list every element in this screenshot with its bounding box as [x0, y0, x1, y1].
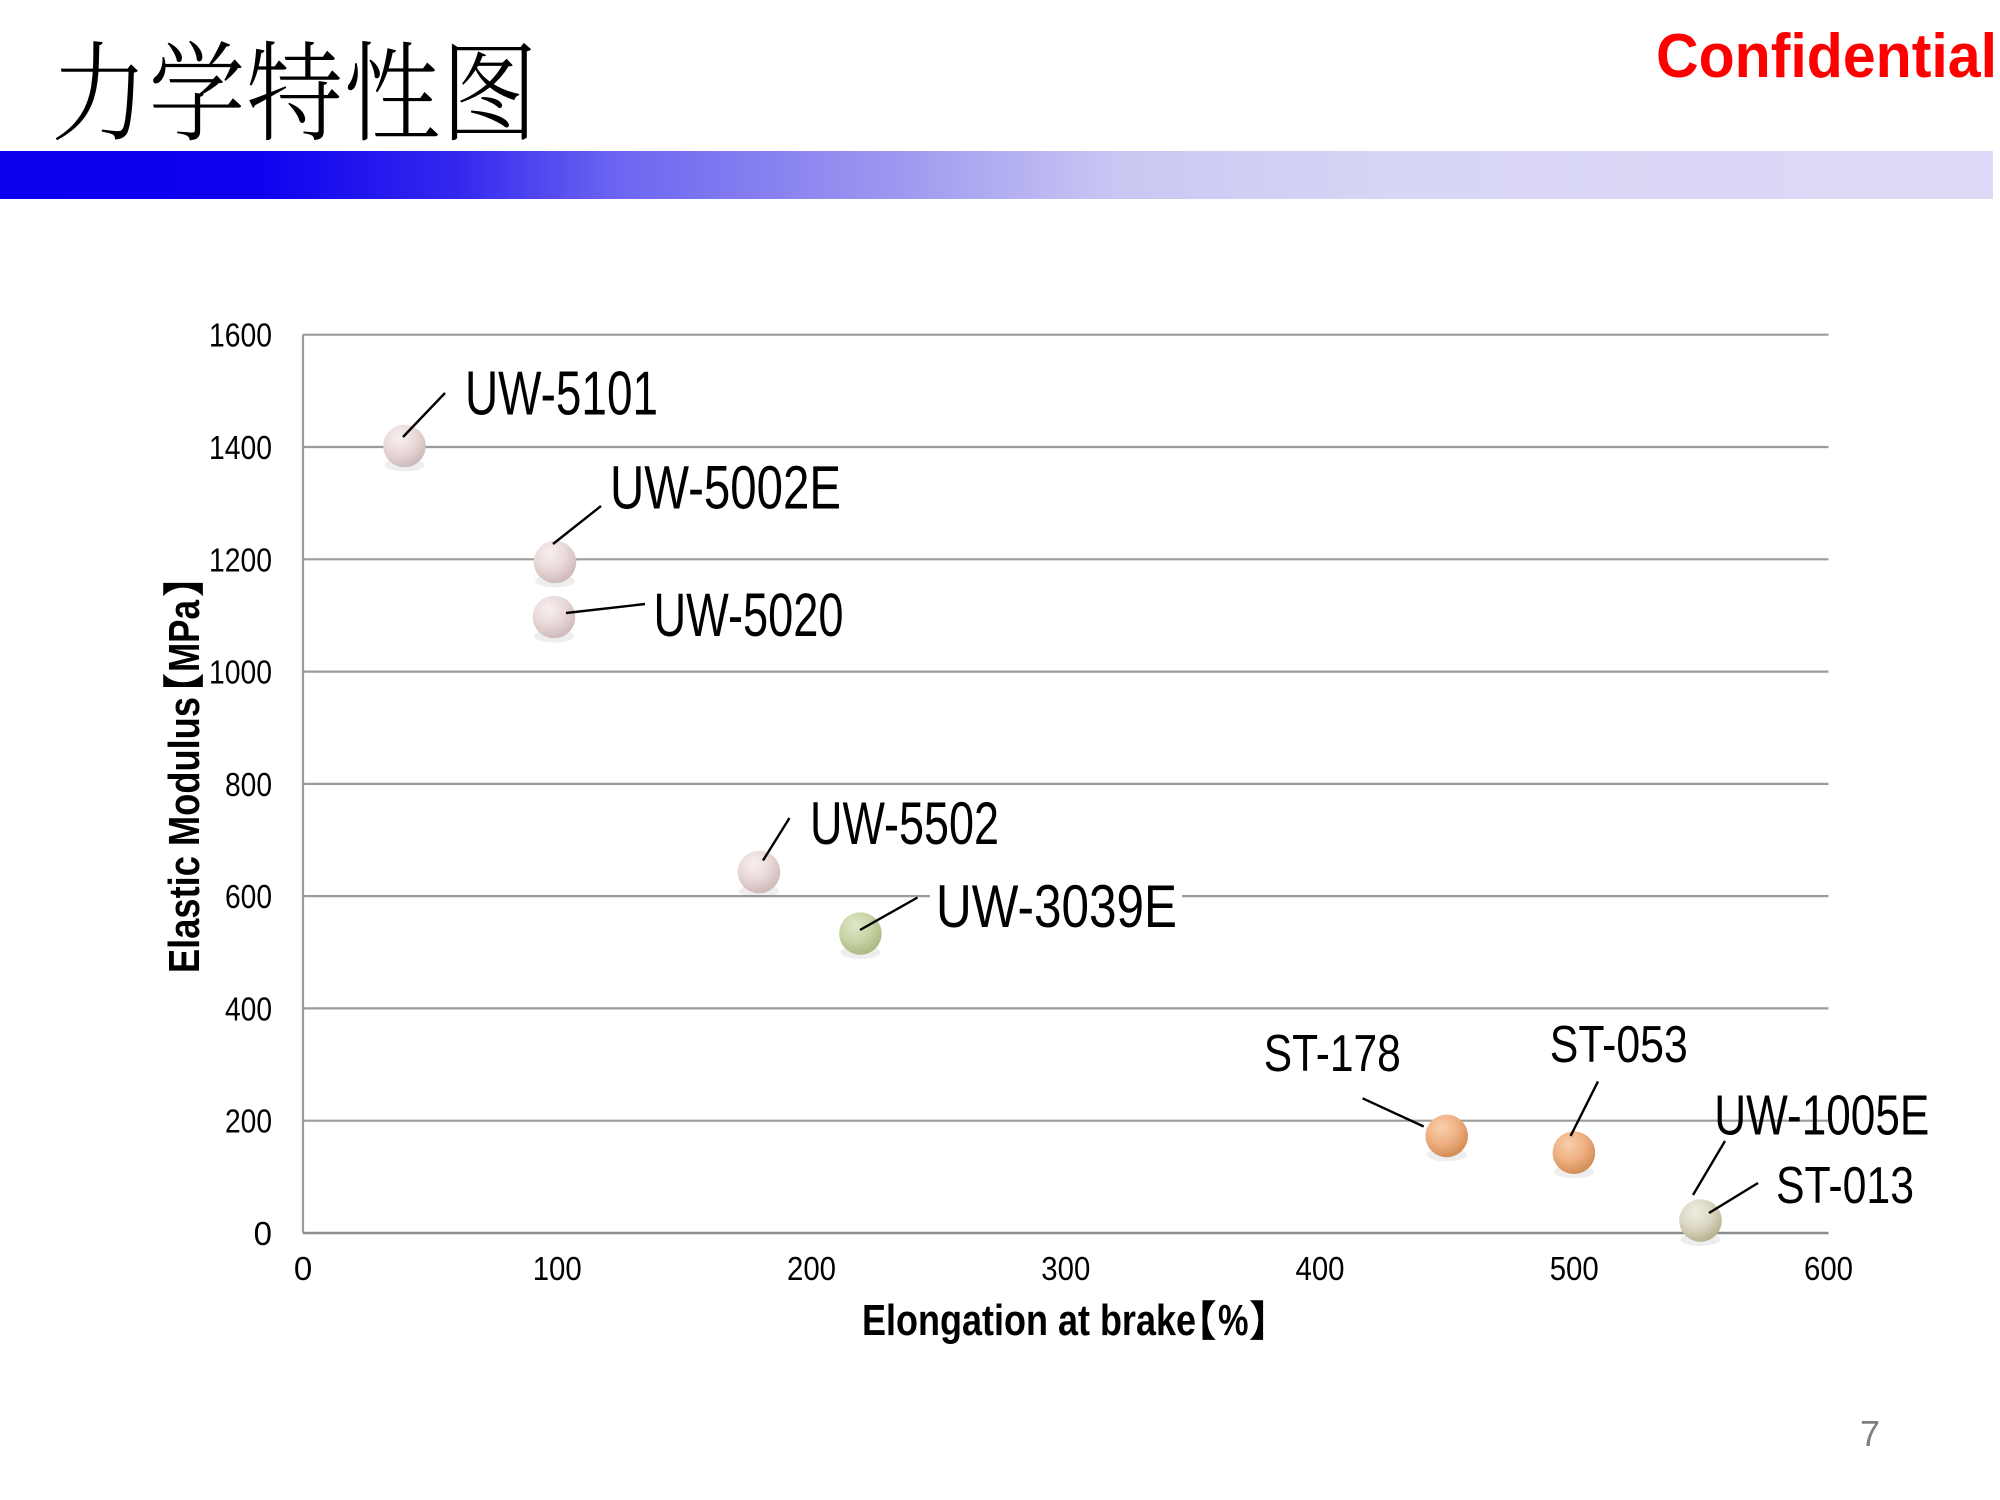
svg-text:600: 600 — [225, 878, 272, 915]
svg-text:1200: 1200 — [209, 541, 272, 578]
svg-text:7: 7 — [1860, 1413, 1880, 1454]
svg-text:UW-5502: UW-5502 — [810, 790, 999, 857]
svg-text:UW-3039E: UW-3039E — [936, 873, 1177, 940]
svg-text:MPa: MPa — [160, 600, 209, 672]
svg-text:ST-178: ST-178 — [1264, 1025, 1401, 1083]
svg-text:UW-5002E: UW-5002E — [610, 454, 841, 522]
svg-text:100: 100 — [533, 1250, 582, 1287]
svg-text:1400: 1400 — [209, 429, 272, 466]
svg-text:ST-053: ST-053 — [1550, 1016, 1688, 1074]
svg-text:Elongation at brake: Elongation at brake — [862, 1296, 1196, 1345]
svg-text:1600: 1600 — [209, 317, 272, 354]
svg-text:300: 300 — [1041, 1250, 1090, 1287]
svg-text:Elastic Modulus: Elastic Modulus — [160, 697, 209, 973]
svg-text:400: 400 — [1296, 1250, 1345, 1287]
svg-text:200: 200 — [225, 1103, 272, 1140]
svg-text:0: 0 — [254, 1215, 272, 1252]
svg-text:Confidential: Confidential — [1656, 22, 1997, 91]
svg-text:UW-5020: UW-5020 — [654, 581, 844, 649]
svg-text:500: 500 — [1550, 1250, 1599, 1287]
svg-text:ST-013: ST-013 — [1776, 1157, 1914, 1215]
svg-text:800: 800 — [225, 766, 272, 803]
svg-text:%: % — [1218, 1296, 1249, 1345]
svg-text:UW-5101: UW-5101 — [465, 360, 658, 429]
svg-text:600: 600 — [1804, 1250, 1853, 1287]
svg-text:400: 400 — [225, 990, 272, 1027]
svg-text:200: 200 — [787, 1250, 836, 1287]
svg-text:UW-1005E: UW-1005E — [1714, 1084, 1929, 1148]
svg-text:0: 0 — [294, 1250, 312, 1287]
svg-text:1000: 1000 — [209, 654, 272, 691]
